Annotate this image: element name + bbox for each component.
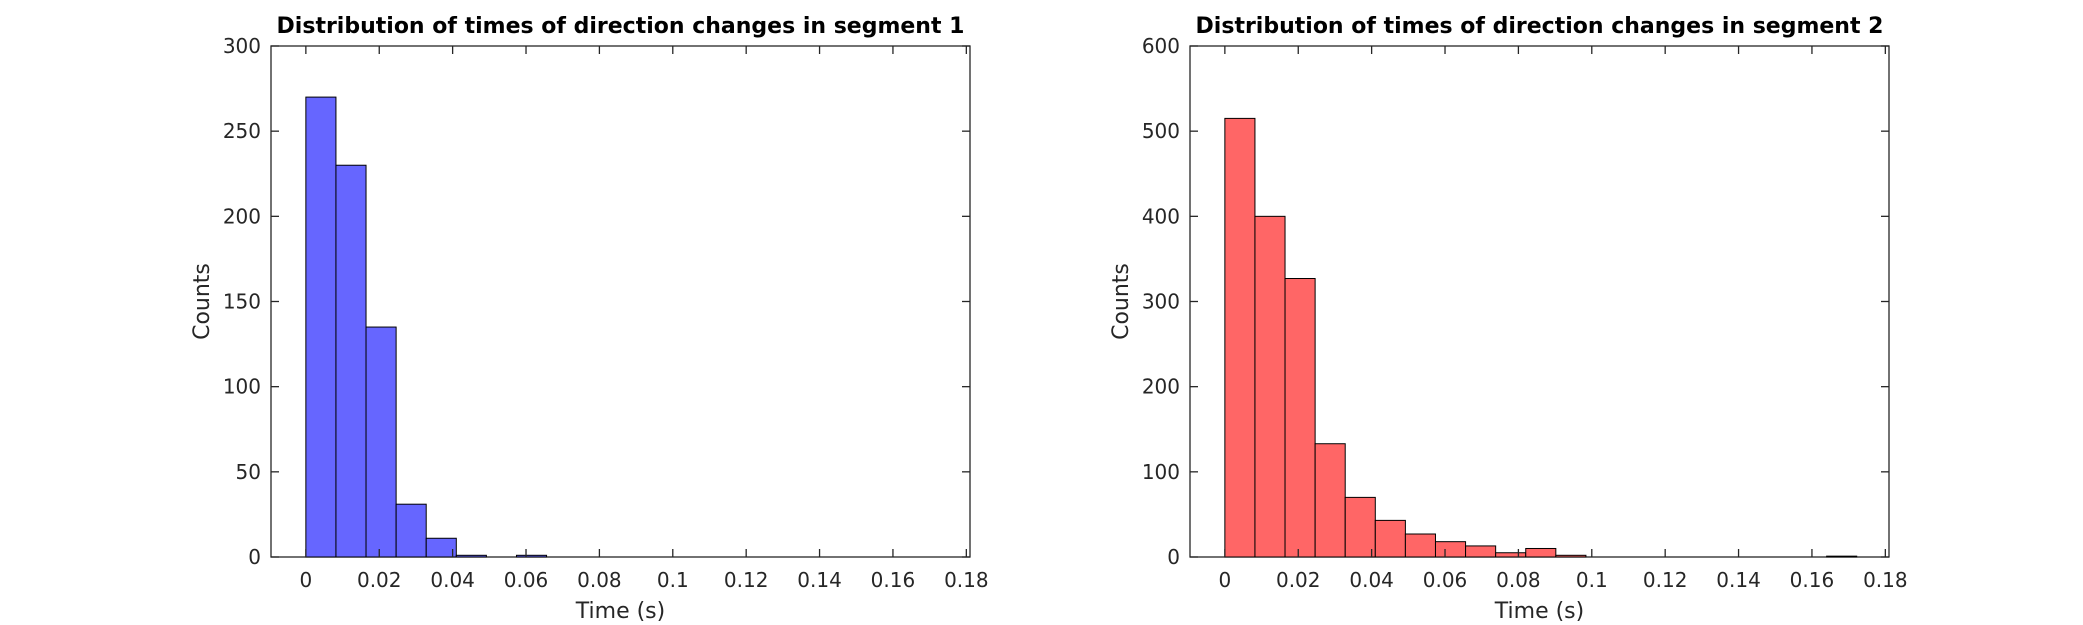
y-tick-label: 250 [223,119,261,143]
histogram-bar [1374,519,1406,558]
histogram-bar [335,164,367,558]
x-axis-label: Time (s) [575,599,665,624]
y-tick-label: 600 [1142,34,1180,58]
y-tick-label: 400 [1142,204,1180,228]
y-tick-label: 300 [1142,290,1180,314]
histogram-bar [1314,443,1346,558]
x-tick-label: 0.02 [357,568,402,592]
histogram-bar [1284,278,1316,558]
x-tick-label: 0.18 [1863,568,1908,592]
x-tick-label: 0.06 [1423,568,1468,592]
histogram-bar [455,554,487,558]
x-tick-label: 0.02 [1276,568,1321,592]
y-tick-label: 300 [223,34,261,58]
histogram-bar [395,503,427,558]
histogram-bar [425,537,457,558]
histogram-bar [1495,552,1527,558]
histogram-bar [1254,215,1286,558]
x-tick-label: 0.04 [430,568,475,592]
histogram-bar [1224,117,1256,558]
x-axis-label: Time (s) [1494,599,1584,624]
histogram-segment-1: Time (s) Counts 0 0.02 0.04 0.06 0.08 0.1 0.12… [190,14,989,624]
histogram-bar [1434,541,1467,558]
x-tick-label: 0.08 [577,568,622,592]
histogram-bar [1555,554,1587,558]
histogram-bar [365,326,397,558]
x-tick-label: 0.06 [504,568,549,592]
y-tick-label: 200 [1142,375,1180,399]
histogram-bar [1344,496,1376,558]
y-tick-label: 0 [1167,545,1180,569]
y-axis-label: Counts [190,263,215,340]
histogram-bar [1404,533,1436,558]
x-tick-label: 0.16 [1790,568,1835,592]
x-tick-label: 0.04 [1349,568,1394,592]
x-tick-label: 0 [299,568,312,592]
histogram-bar [305,96,337,558]
chart-title: Distribution of times of direction chang… [277,14,965,39]
x-tick-label: 0.1 [657,568,689,592]
x-tick-label: 0.12 [1643,568,1688,592]
x-tick-label: 0.14 [1716,568,1761,592]
y-tick-label: 150 [223,290,261,314]
y-tick-label: 200 [223,204,261,228]
y-axis-label: Counts [1109,263,1134,340]
histogram-bar [1465,545,1497,558]
histogram-bar [515,554,548,558]
chart-title: Distribution of times of direction chang… [1196,14,1884,39]
y-tick-label: 500 [1142,119,1180,143]
x-tick-label: 0.14 [797,568,842,592]
x-tick-label: 0 [1218,568,1231,592]
y-tick-label: 100 [1142,460,1180,484]
x-tick-label: 0.18 [944,568,989,592]
y-tick-label: 100 [223,375,261,399]
x-tick-label: 0.08 [1496,568,1541,592]
histogram-bar [1826,555,1858,558]
x-tick-label: 0.12 [724,568,769,592]
histogram-segment-2: Time (s) Counts 0 0.02 0.04 0.06 0.08 0.1 0.12… [1109,14,1908,624]
x-tick-label: 0.16 [871,568,916,592]
histogram-bar [1525,547,1557,558]
x-tick-label: 0.1 [1576,568,1608,592]
y-tick-label: 0 [248,545,261,569]
y-tick-label: 50 [236,460,261,484]
